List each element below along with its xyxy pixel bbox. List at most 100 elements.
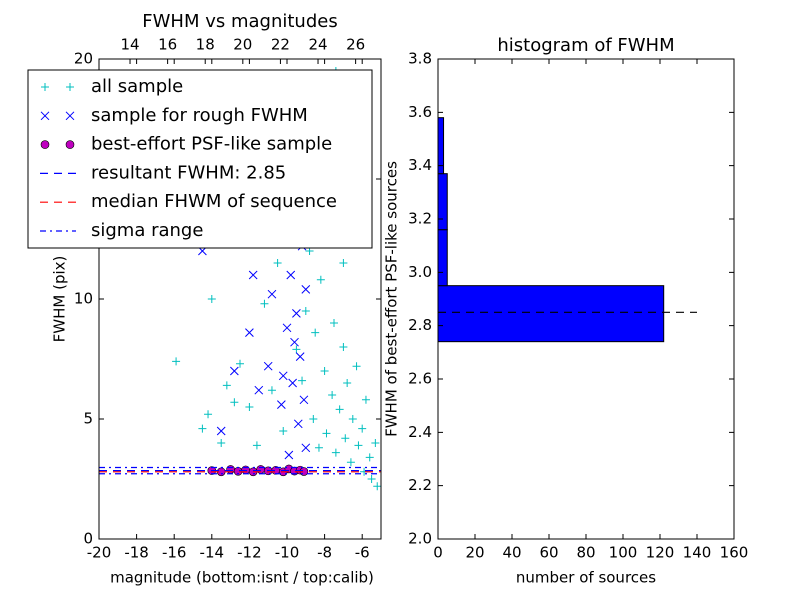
- point: [222, 381, 231, 390]
- x2-tick-label: 18: [196, 36, 215, 54]
- y-tick-label: 3.6: [408, 103, 432, 121]
- y-tick-label: 2.4: [408, 423, 432, 441]
- x-tick-label: -18: [124, 544, 149, 562]
- point: [309, 415, 318, 423]
- point: [371, 439, 380, 447]
- point: [295, 352, 305, 361]
- point: [348, 415, 357, 423]
- x-tick-label: -14: [200, 544, 225, 562]
- point: [335, 405, 344, 414]
- point: [254, 385, 264, 395]
- x-tick-label: -20: [87, 544, 112, 562]
- point: [367, 475, 376, 483]
- x-tick-label: 0: [433, 544, 443, 562]
- legend-marker: [65, 111, 75, 121]
- point: [236, 359, 244, 368]
- point: [286, 270, 296, 280]
- point: [301, 285, 311, 294]
- x-tick-label: 140: [683, 544, 712, 562]
- point: [346, 458, 355, 467]
- legend-marker: [40, 140, 50, 149]
- point: [217, 439, 226, 447]
- chart-title: FWHM vs magnitudes: [142, 11, 337, 32]
- point: [277, 400, 286, 409]
- point: [204, 410, 213, 419]
- legend-marker: [40, 111, 50, 121]
- point: [273, 259, 282, 267]
- y-axis-label: FWHM of best-effort PSF-like sources: [383, 161, 401, 437]
- x-tick-label: 100: [609, 544, 638, 562]
- x-tick-label: 120: [646, 544, 675, 562]
- point: [292, 309, 301, 318]
- bar: [437, 229, 448, 287]
- point: [314, 443, 323, 452]
- y-tick-label: 2.0: [408, 530, 432, 548]
- point: [322, 429, 331, 438]
- point: [290, 337, 299, 347]
- point: [245, 403, 254, 411]
- y-tick-label: 5: [83, 410, 93, 428]
- point: [292, 345, 301, 354]
- point: [248, 270, 258, 280]
- x2-tick-label: 16: [158, 36, 177, 54]
- x2-tick-label: 22: [271, 36, 290, 54]
- point: [299, 395, 309, 405]
- x2-tick-label: 20: [233, 36, 252, 54]
- x-tick-label: -12: [237, 544, 262, 562]
- point: [216, 426, 226, 436]
- x-axis-label: magnitude (bottom:isnt / top:calib): [110, 569, 374, 587]
- x2-tick-label: 24: [308, 36, 327, 54]
- legend-marker: [66, 83, 74, 91]
- point: [172, 357, 181, 366]
- legend-box: [27, 69, 373, 249]
- point: [358, 424, 367, 433]
- point: [288, 378, 297, 388]
- y-tick-label: 2.6: [408, 370, 432, 388]
- y-tick-label: 2.8: [408, 316, 432, 334]
- point: [263, 361, 273, 371]
- bar: [437, 173, 448, 231]
- point: [331, 448, 340, 457]
- legend: all sample sample for rough FWHM best-effo…: [27, 69, 373, 249]
- legend-label: sample for rough FWHM: [91, 105, 308, 126]
- y-tick-label: 3.8: [408, 50, 432, 68]
- point: [301, 307, 310, 315]
- y-tick-label: 0: [83, 530, 93, 548]
- point: [245, 328, 254, 337]
- legend-label: best-effort PSF-like sample: [91, 134, 332, 155]
- y-axis-label: FWHM (pix): [51, 256, 69, 343]
- point: [230, 398, 239, 407]
- legend-marker: [65, 140, 75, 149]
- y-tick-label: 10: [74, 290, 93, 308]
- x-tick-label: -6: [355, 544, 370, 562]
- point: [343, 379, 352, 387]
- point: [230, 366, 239, 376]
- point: [282, 323, 292, 333]
- legend-label: resultant FWHM: 2.85: [91, 162, 286, 183]
- point: [293, 419, 303, 429]
- x-tick-label: 20: [465, 544, 484, 562]
- y-tick-label: 3.4: [408, 156, 432, 174]
- point: [328, 391, 337, 399]
- x-tick-label: -10: [275, 544, 300, 562]
- y-tick-label: 3.0: [408, 263, 432, 281]
- y-tick-label: 3.2: [408, 210, 432, 228]
- point: [267, 386, 276, 395]
- point: [361, 395, 370, 404]
- y-tick-label: 2.2: [408, 476, 432, 494]
- point: [330, 319, 338, 327]
- legend-marker: [41, 83, 49, 91]
- x2-tick-label: 26: [346, 36, 365, 54]
- point: [301, 443, 311, 453]
- x-tick-label: -16: [162, 544, 187, 562]
- chart-title: histogram of FWHM: [497, 35, 674, 56]
- legend-label: sigma range: [91, 220, 203, 241]
- point: [352, 362, 361, 371]
- x-tick-label: 40: [502, 544, 521, 562]
- y-tick-label: 20: [74, 50, 93, 68]
- point: [284, 450, 294, 460]
- point: [278, 371, 288, 381]
- point: [207, 295, 216, 303]
- legend-label: median FHWM of sequence: [91, 191, 337, 212]
